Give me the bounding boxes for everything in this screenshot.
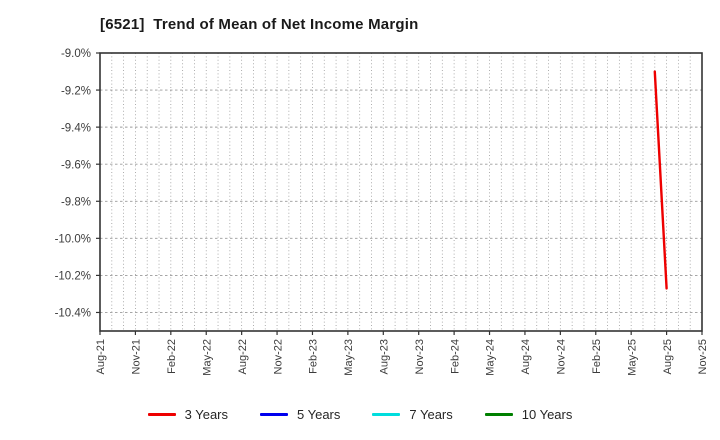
legend-label-5-years: 5 Years	[297, 406, 341, 422]
x-axis-tick-label: Nov-21	[131, 339, 143, 374]
x-axis-tick-label: Aug-25	[662, 339, 674, 374]
y-axis-tick-label: -10.2%	[55, 271, 91, 283]
legend-label-3-years: 3 Years	[184, 406, 228, 422]
x-axis-tick-label: Aug-23	[378, 339, 390, 374]
x-axis-tick-label: Nov-24	[556, 339, 568, 374]
x-axis-tick-label: Feb-22	[166, 339, 178, 374]
y-axis-tick-label: -9.6%	[61, 159, 91, 171]
x-axis-tick-label: Aug-21	[95, 339, 107, 374]
y-axis-tick-label: -10.4%	[55, 308, 91, 320]
x-axis-tick-label: May-22	[201, 339, 213, 376]
x-axis-tick-label: May-23	[343, 339, 355, 376]
x-axis-tick-label: Nov-23	[414, 339, 426, 374]
y-axis-tick-label: -10.0%	[55, 234, 91, 246]
y-axis-tick-label: -9.0%	[61, 48, 91, 60]
y-axis-tick-label: -9.2%	[61, 85, 91, 97]
y-axis-tick-label: -9.4%	[61, 122, 91, 134]
legend-swatch-5-years	[260, 412, 288, 416]
legend-item-5-years: 5 Years	[260, 407, 340, 422]
legend-item-3-years: 3 Years	[147, 406, 228, 422]
x-axis-tick-label: Feb-23	[308, 339, 320, 374]
legend-swatch-10-years	[484, 412, 513, 416]
legend-label-7-years: 7 Years	[409, 406, 453, 422]
y-axis-tick-label: -9.8%	[61, 196, 91, 208]
legend-swatch-7-years	[372, 412, 401, 416]
x-axis-tick-label: Feb-25	[591, 339, 603, 374]
x-axis-tick-label: Feb-24	[449, 339, 461, 374]
plot-border	[99, 52, 703, 332]
x-axis-tick-label: May-24	[485, 339, 497, 376]
x-axis-tick-label: Aug-22	[237, 339, 249, 374]
legend-item-10-years: 10 Years	[484, 406, 573, 422]
x-axis-tick-label: Nov-22	[272, 339, 284, 374]
x-axis-tick-label: May-25	[626, 339, 638, 376]
legend: 3 Years 5 Years 7 Years 10 Years	[0, 403, 720, 425]
x-axis-tick-label: Aug-24	[520, 339, 532, 374]
legend-swatch-3-years	[147, 412, 176, 416]
legend-label-10-years: 10 Years	[521, 406, 573, 422]
legend-item-7-years: 7 Years	[372, 406, 453, 422]
series-line-3-years	[653, 70, 668, 290]
x-axis-tick-label: Nov-25	[697, 339, 709, 374]
chart-title: [6521] Trend of Mean of Net Income Margi…	[100, 16, 419, 33]
